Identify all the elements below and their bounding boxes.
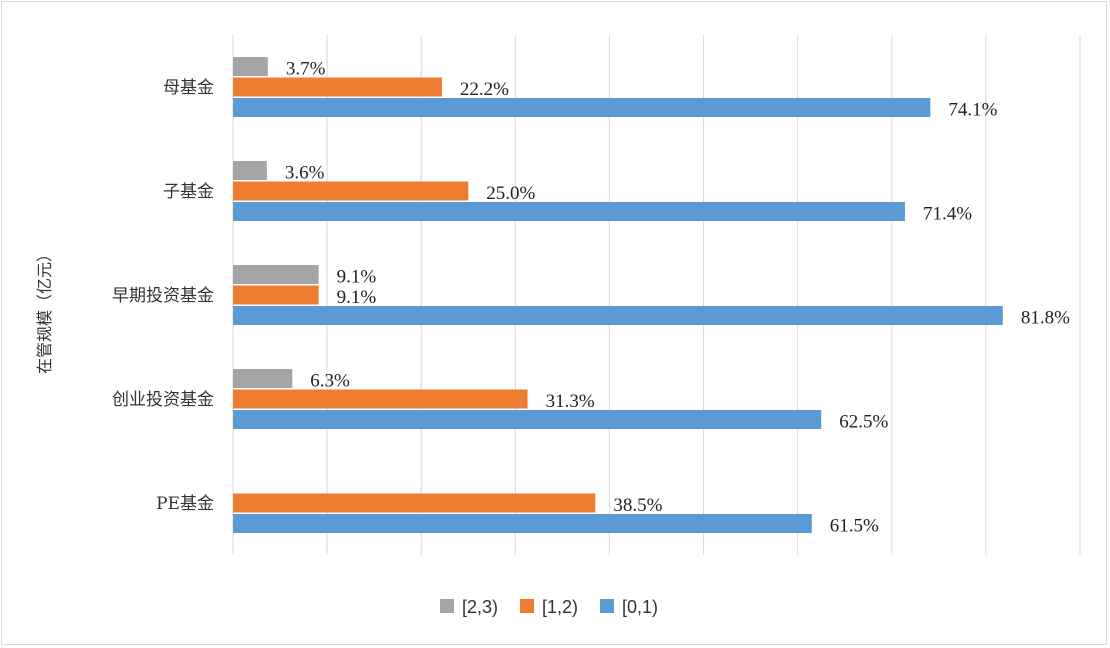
data-label: 61.5% xyxy=(830,516,879,537)
category-label: 子基金 xyxy=(163,182,214,202)
bar xyxy=(233,57,268,76)
bar xyxy=(233,265,319,284)
data-label: 9.1% xyxy=(337,267,377,288)
bar xyxy=(233,202,905,221)
bar xyxy=(233,410,822,429)
data-label: 31.3% xyxy=(546,391,595,412)
data-labels: 3.7% 22.2% 74.1% 3.6% 25.0% 71.4% 9.1%9.1% 81.8… xyxy=(285,59,1070,537)
bar xyxy=(233,161,267,180)
bar xyxy=(233,389,528,409)
data-label: 71.4% xyxy=(923,204,972,225)
category-label: 母基金 xyxy=(163,78,214,98)
data-label: 62.5% xyxy=(839,412,888,433)
y-axis-title: 在管规模（亿元） xyxy=(35,246,54,374)
legend-label: [0,1) xyxy=(622,597,658,617)
bar xyxy=(233,369,293,388)
data-label: 9.1% xyxy=(337,287,377,308)
legend-label: [1,2) xyxy=(542,597,578,617)
data-label: 6.3% xyxy=(310,371,350,392)
legend: [2,3) [1,2) [0,1) xyxy=(440,597,658,617)
legend-swatch xyxy=(440,599,454,613)
data-label: 3.7% xyxy=(286,59,326,80)
bar xyxy=(233,98,931,117)
bar xyxy=(233,77,442,97)
legend-swatch xyxy=(600,599,614,613)
bars xyxy=(233,57,1003,533)
data-label: 25.0% xyxy=(486,183,535,204)
bar xyxy=(233,514,812,533)
data-label: 81.8% xyxy=(1021,308,1070,329)
data-label: 22.2% xyxy=(460,79,509,100)
category-label: PE基金 xyxy=(156,494,214,514)
bar xyxy=(233,181,469,201)
data-label: 3.6% xyxy=(285,163,325,184)
bar xyxy=(233,493,596,513)
data-label: 38.5% xyxy=(613,495,662,516)
category-label: 早期投资基金 xyxy=(112,286,214,306)
data-label: 74.1% xyxy=(948,100,997,121)
legend-label: [2,3) xyxy=(462,597,498,617)
bar xyxy=(233,285,319,305)
bar xyxy=(233,306,1003,325)
legend-swatch xyxy=(520,599,534,613)
category-label: 创业投资基金 xyxy=(112,390,214,410)
gridlines xyxy=(232,35,1081,555)
